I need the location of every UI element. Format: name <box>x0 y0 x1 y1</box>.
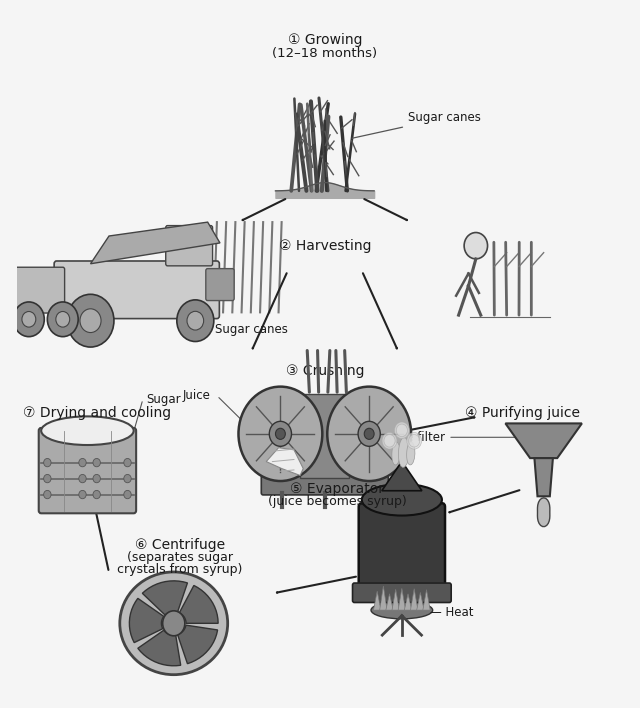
Polygon shape <box>386 594 393 610</box>
Circle shape <box>382 433 397 449</box>
Text: ② Harvesting: ② Harvesting <box>278 239 371 253</box>
Text: Sugar: Sugar <box>146 393 180 406</box>
FancyBboxPatch shape <box>54 261 220 319</box>
Text: Sugar canes: Sugar canes <box>215 324 288 336</box>
Circle shape <box>93 474 100 483</box>
Circle shape <box>358 421 380 446</box>
Circle shape <box>269 421 291 446</box>
Polygon shape <box>410 588 418 610</box>
Ellipse shape <box>41 416 134 445</box>
Circle shape <box>56 312 70 327</box>
Polygon shape <box>374 591 381 610</box>
Text: (12–18 months): (12–18 months) <box>272 47 378 60</box>
Circle shape <box>187 312 204 330</box>
Circle shape <box>79 459 86 467</box>
Circle shape <box>44 459 51 467</box>
FancyBboxPatch shape <box>358 503 445 590</box>
Circle shape <box>384 435 395 447</box>
FancyBboxPatch shape <box>166 226 212 266</box>
Ellipse shape <box>362 484 442 515</box>
Circle shape <box>327 387 411 481</box>
Polygon shape <box>538 498 550 527</box>
Polygon shape <box>399 438 409 467</box>
Circle shape <box>47 302 78 336</box>
Text: Limestone filter: Limestone filter <box>352 430 445 444</box>
Circle shape <box>124 459 131 467</box>
Text: — Heat: — Heat <box>429 606 473 619</box>
Text: ③ Crushing: ③ Crushing <box>285 365 364 378</box>
Polygon shape <box>266 447 303 476</box>
FancyBboxPatch shape <box>39 428 136 513</box>
Circle shape <box>44 491 51 498</box>
Ellipse shape <box>120 572 228 675</box>
Circle shape <box>364 428 374 440</box>
Circle shape <box>124 491 131 498</box>
FancyBboxPatch shape <box>261 476 388 495</box>
Circle shape <box>408 435 420 447</box>
Text: ④ Purifying juice: ④ Purifying juice <box>465 406 580 420</box>
Circle shape <box>80 309 101 333</box>
Polygon shape <box>406 442 415 465</box>
Polygon shape <box>142 581 188 615</box>
Polygon shape <box>423 590 430 610</box>
FancyBboxPatch shape <box>206 268 234 301</box>
Polygon shape <box>177 625 218 663</box>
Polygon shape <box>392 589 399 610</box>
Text: ⑤ Evaporator: ⑤ Evaporator <box>290 482 384 496</box>
Circle shape <box>396 424 408 437</box>
FancyBboxPatch shape <box>5 267 65 313</box>
Circle shape <box>124 474 131 483</box>
Polygon shape <box>534 458 553 496</box>
Polygon shape <box>404 594 412 610</box>
Polygon shape <box>179 586 218 623</box>
Polygon shape <box>382 462 422 491</box>
Text: (separates sugar: (separates sugar <box>127 551 233 564</box>
Circle shape <box>407 433 422 449</box>
Polygon shape <box>417 593 424 610</box>
Circle shape <box>163 611 185 636</box>
Circle shape <box>44 474 51 483</box>
Circle shape <box>22 312 36 327</box>
FancyBboxPatch shape <box>300 394 349 478</box>
Polygon shape <box>398 588 406 610</box>
Circle shape <box>93 491 100 498</box>
Circle shape <box>177 300 214 341</box>
Circle shape <box>79 491 86 498</box>
FancyBboxPatch shape <box>353 583 451 603</box>
Polygon shape <box>90 222 220 264</box>
Text: Juice: Juice <box>183 389 211 402</box>
Ellipse shape <box>371 602 433 619</box>
Polygon shape <box>129 598 164 643</box>
Polygon shape <box>138 630 180 666</box>
Circle shape <box>79 474 86 483</box>
Text: Sugar canes: Sugar canes <box>352 111 481 138</box>
Circle shape <box>239 387 323 481</box>
Circle shape <box>464 232 488 259</box>
Text: (juice becomes syrup): (juice becomes syrup) <box>268 496 406 508</box>
Circle shape <box>394 422 409 439</box>
Text: ① Growing: ① Growing <box>287 33 362 47</box>
Polygon shape <box>506 423 582 458</box>
Circle shape <box>93 459 100 467</box>
Circle shape <box>67 295 114 347</box>
Circle shape <box>13 302 44 336</box>
Circle shape <box>275 428 285 440</box>
Polygon shape <box>392 442 400 465</box>
Text: ⑦ Drying and cooling: ⑦ Drying and cooling <box>22 406 171 420</box>
Text: ⑥ Centrifuge: ⑥ Centrifuge <box>135 538 225 552</box>
Text: crystals from syrup): crystals from syrup) <box>117 564 243 576</box>
Polygon shape <box>380 586 387 610</box>
